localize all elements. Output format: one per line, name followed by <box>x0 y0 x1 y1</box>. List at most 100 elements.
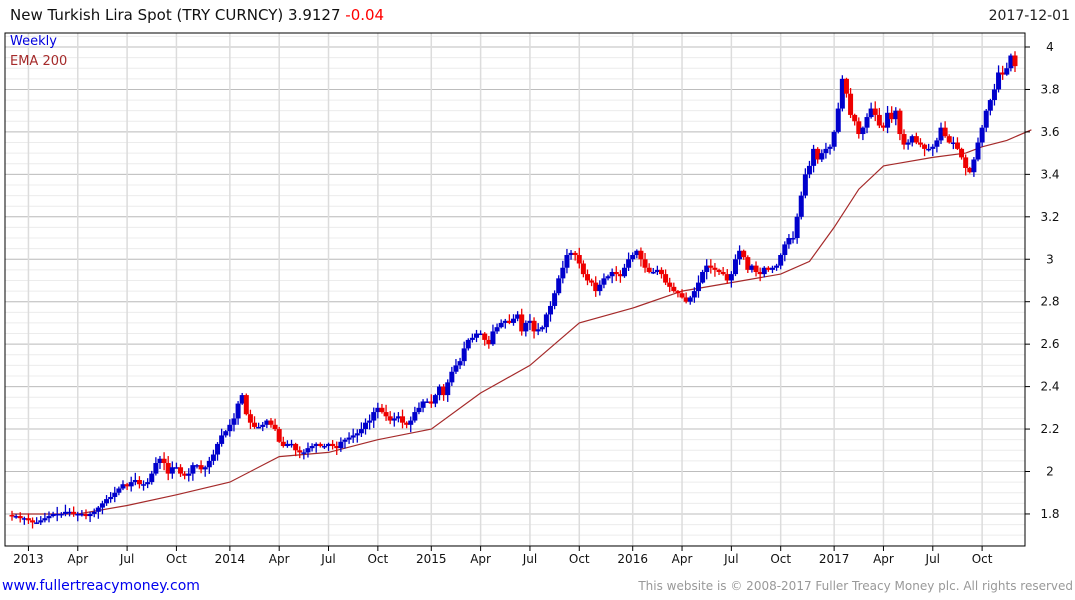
candle-body <box>124 484 130 487</box>
candle-body <box>502 320 508 323</box>
candle-body <box>474 333 480 338</box>
candle <box>983 109 989 132</box>
chart-title: New Turkish Lira Spot (TRY CURNCY) 3.912… <box>10 6 384 24</box>
candle <box>474 329 480 343</box>
candle-body <box>749 265 755 270</box>
candle-body <box>519 314 525 332</box>
candle <box>704 259 710 280</box>
candle <box>724 269 730 284</box>
candle-body <box>613 271 619 275</box>
candle-body <box>404 422 410 425</box>
candle-body <box>210 454 216 461</box>
x-tick-label: Apr <box>672 552 693 566</box>
candle-body <box>79 513 85 516</box>
candle <box>876 107 882 129</box>
candle-body <box>761 267 767 275</box>
candle-body <box>280 441 286 447</box>
candle <box>502 318 508 329</box>
candle <box>91 508 97 518</box>
candle <box>765 266 771 272</box>
candle <box>157 455 163 469</box>
candle-body <box>461 348 467 362</box>
candle <box>732 254 738 277</box>
candle <box>511 314 516 326</box>
candle-body <box>856 121 862 135</box>
candle-body <box>580 263 586 275</box>
candle-body <box>437 386 443 396</box>
candle <box>383 404 389 421</box>
candle <box>416 402 422 415</box>
candle <box>917 138 923 148</box>
candle <box>321 443 327 450</box>
candle-body <box>54 513 60 516</box>
candle <box>206 456 212 474</box>
candle-body <box>145 482 151 485</box>
candle-body <box>95 507 101 512</box>
candle <box>354 429 360 443</box>
y-tick-label: 2.6 <box>1040 337 1059 351</box>
candle <box>95 506 101 519</box>
candle-body <box>104 499 110 504</box>
candle <box>843 77 849 98</box>
candle <box>490 324 496 346</box>
candle-body <box>654 269 660 272</box>
candle-body <box>108 496 114 500</box>
candle-body <box>589 280 595 283</box>
candle-body <box>584 274 590 281</box>
candle-body <box>432 395 438 404</box>
candle-body <box>305 448 311 453</box>
candle <box>798 191 804 220</box>
candle-body <box>289 443 295 446</box>
candle-body <box>227 424 233 432</box>
candle <box>219 428 225 447</box>
candle <box>560 260 566 284</box>
candle <box>737 245 743 265</box>
candle <box>811 144 817 173</box>
candle <box>584 269 590 286</box>
candle-body <box>794 216 800 239</box>
candle-body <box>301 452 307 454</box>
candle-body <box>885 112 891 128</box>
candle-body <box>358 429 364 434</box>
candle <box>62 504 68 517</box>
candle-body <box>552 293 558 306</box>
candle-body <box>132 479 138 483</box>
candle-body <box>313 443 319 447</box>
candle-body <box>626 259 632 268</box>
candle-body <box>297 450 303 453</box>
x-tick-label: 2014 <box>215 552 246 566</box>
candle <box>498 319 504 329</box>
candle-body <box>326 443 332 447</box>
y-tick-label: 3 <box>1046 252 1054 266</box>
candle-body <box>120 484 126 489</box>
candle <box>531 317 537 339</box>
candle <box>264 419 270 429</box>
candle-body <box>87 513 93 517</box>
candle <box>99 500 105 515</box>
candle <box>71 506 77 517</box>
candle-body <box>321 446 327 448</box>
candle-body <box>819 153 825 160</box>
candle-body <box>971 159 977 173</box>
candle <box>728 271 734 288</box>
candle-body <box>506 320 512 323</box>
candle-body <box>926 148 932 151</box>
candle <box>996 65 1002 93</box>
candle <box>909 134 915 147</box>
candle-body <box>62 511 68 514</box>
candle <box>774 263 780 271</box>
candle <box>848 88 854 119</box>
candle-body <box>880 125 886 128</box>
candle <box>260 421 266 432</box>
candle <box>289 439 295 448</box>
candle-body <box>893 110 899 120</box>
candle-body <box>737 250 743 260</box>
footer-link[interactable]: www.fullertreacymoney.com <box>2 578 200 594</box>
svg-text:www.fullertreacymoney.com[interactable]: www.fullertreacymoney.com <box>2 578 200 594</box>
candle <box>556 275 562 296</box>
candle <box>547 301 553 322</box>
candle <box>478 330 484 336</box>
y-tick-label: 2.8 <box>1040 295 1059 309</box>
candle-body <box>9 515 15 517</box>
candle <box>605 274 611 281</box>
